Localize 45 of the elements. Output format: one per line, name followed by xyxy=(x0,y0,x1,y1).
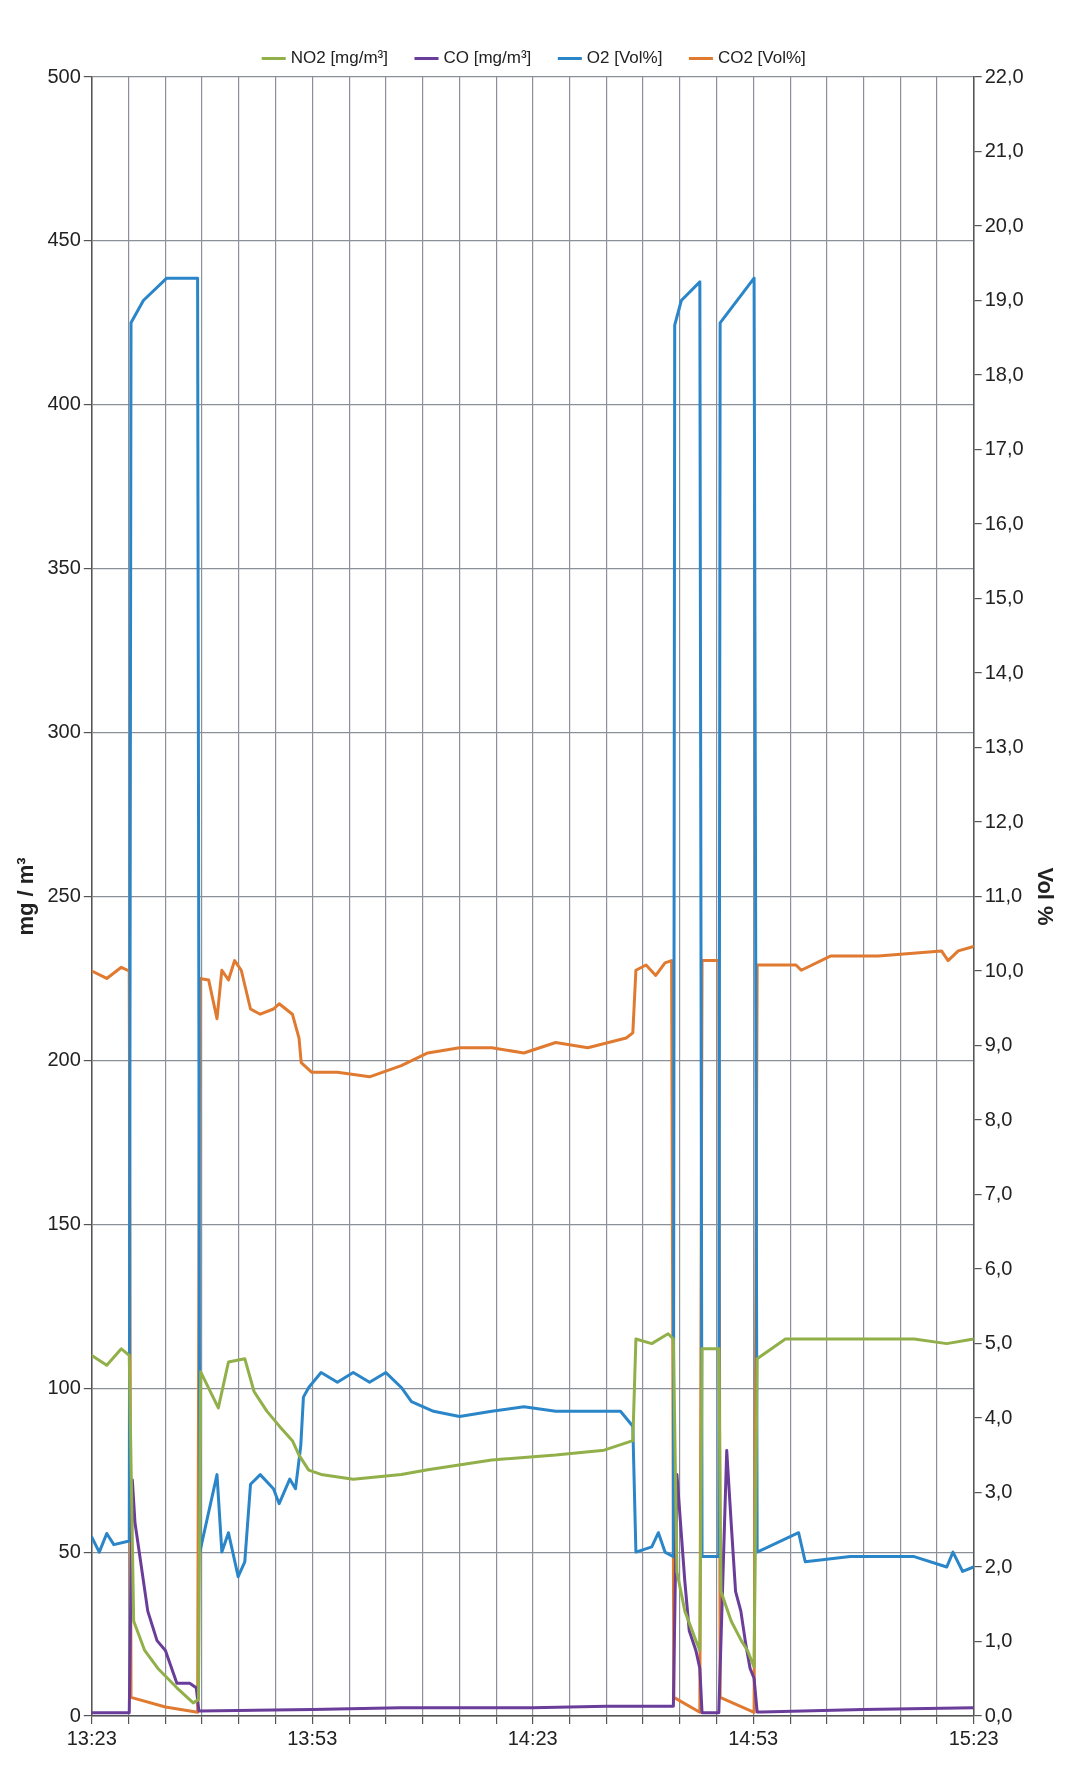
legend-label: O2 [Vol%] xyxy=(586,48,663,68)
y2-tick-label: 19,0 xyxy=(984,288,1024,311)
y-tick-label: 400 xyxy=(47,392,81,415)
y-tick-label: 150 xyxy=(47,1211,81,1234)
y2-tick-label: 3,0 xyxy=(984,1480,1013,1503)
y-tick-label: 50 xyxy=(58,1539,81,1562)
y2-tick-label: 6,0 xyxy=(984,1256,1013,1279)
y-tick-label: 450 xyxy=(47,228,81,251)
legend-label: CO2 [Vol%] xyxy=(717,48,806,68)
y2-tick-label: 15,0 xyxy=(984,586,1024,609)
y2-tick-label: 21,0 xyxy=(984,139,1024,162)
x-tick-label: 13:23 xyxy=(66,1726,117,1749)
y2-tick-label: 13,0 xyxy=(984,735,1024,758)
y2-tick-label: 12,0 xyxy=(984,809,1024,832)
y2-tick-label: 0,0 xyxy=(984,1703,1013,1726)
y2-tick-label: 14,0 xyxy=(984,660,1024,683)
x-tick-label: 15:23 xyxy=(948,1726,999,1749)
y2-tick-label: 11,0 xyxy=(984,884,1023,907)
y2-axis-title: Vol % xyxy=(1032,867,1058,926)
y2-tick-label: 8,0 xyxy=(984,1107,1013,1130)
y2-tick-label: 17,0 xyxy=(984,437,1024,460)
y-tick-label: 300 xyxy=(47,720,81,743)
y-tick-label: 500 xyxy=(47,64,81,87)
legend-label: NO2 [mg/m³] xyxy=(290,48,389,68)
y2-tick-label: 10,0 xyxy=(984,958,1024,981)
y2-tick-label: 16,0 xyxy=(984,511,1024,534)
y2-tick-label: 2,0 xyxy=(984,1554,1013,1577)
y2-tick-label: 18,0 xyxy=(984,362,1024,385)
legend-label: CO [mg/m³] xyxy=(443,48,532,68)
y-tick-label: 350 xyxy=(47,556,81,579)
y-tick-label: 200 xyxy=(47,1047,81,1070)
y2-tick-label: 9,0 xyxy=(984,1033,1013,1056)
x-tick-label: 14:53 xyxy=(728,1726,779,1749)
y-tick-label: 250 xyxy=(47,884,81,907)
y2-tick-label: 20,0 xyxy=(984,213,1024,236)
y2-tick-label: 4,0 xyxy=(984,1405,1013,1428)
y-tick-label: 0 xyxy=(69,1703,81,1726)
y2-tick-label: 7,0 xyxy=(984,1182,1013,1205)
y-axis-title: mg / m³ xyxy=(13,857,39,936)
y-tick-label: 100 xyxy=(47,1375,81,1398)
y2-tick-label: 5,0 xyxy=(984,1331,1013,1354)
y2-tick-label: 1,0 xyxy=(984,1629,1013,1652)
x-tick-label: 13:53 xyxy=(287,1726,338,1749)
y2-tick-label: 22,0 xyxy=(984,64,1024,87)
x-tick-label: 14:23 xyxy=(507,1726,558,1749)
